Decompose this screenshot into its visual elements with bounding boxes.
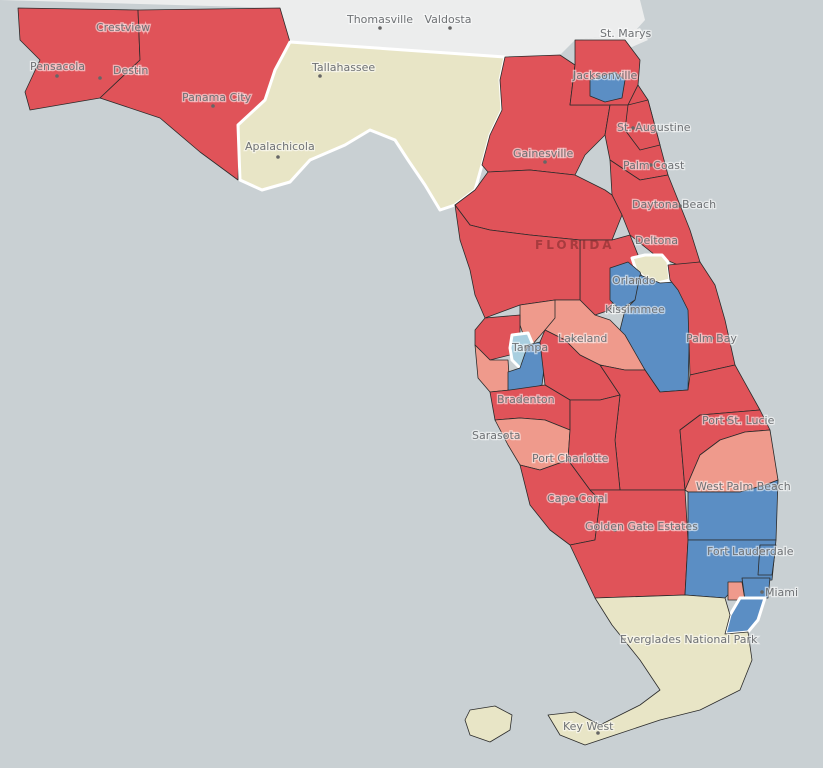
label-tallahassee: Tallahassee (311, 61, 375, 74)
label-kissimmee: Kissimmee (605, 303, 665, 316)
label-sarasota: Sarasota (472, 429, 521, 442)
label-lakeland: Lakeland (558, 332, 607, 345)
label-orlando: Orlando (612, 274, 656, 287)
label-everglades: Everglades National Park (620, 633, 758, 646)
label-valdosta: Valdosta (425, 13, 472, 26)
district-jax-beach[interactable] (624, 99, 661, 151)
label-west-palm-beach: West Palm Beach (696, 480, 791, 493)
district-everglades-keys[interactable] (547, 594, 753, 746)
label-thomasville: Thomasville (346, 13, 413, 26)
label-port-charlotte: Port Charlotte (532, 452, 609, 465)
label-palm-coast: Palm Coast (623, 159, 685, 172)
label-daytona-beach: Daytona Beach (632, 198, 716, 211)
label-gainesville: Gainesville (513, 147, 573, 160)
district-miami-dem-north[interactable] (741, 577, 771, 601)
label-apalachicola: Apalachicola (245, 140, 315, 153)
label-st-marys: St. Marys (600, 27, 652, 40)
label-key-west: Key West (563, 720, 614, 733)
label-destin: Destin (113, 64, 148, 77)
label-palm-bay: Palm Bay (686, 332, 737, 345)
label-panama-city: Panama City (182, 91, 252, 104)
label-fort-lauderdale: Fort Lauderdale (707, 545, 794, 558)
label-port-st-lucie: Port St. Lucie (702, 414, 775, 427)
neighboring-land (0, 0, 645, 57)
label-cape-coral: Cape Coral (547, 492, 607, 505)
label-deltona: Deltona (635, 234, 678, 247)
district-jacksonville-dem[interactable] (589, 71, 626, 103)
city-markers (55, 26, 777, 735)
label-miami: Miami (765, 586, 798, 599)
label-crestview: Crestview (96, 21, 150, 34)
map-labels: Thomasville Valdosta St. Marys Crestview… (29, 12, 800, 735)
label-pensacola: Pensacola (30, 60, 85, 73)
district-dry-tortugas[interactable] (464, 705, 513, 743)
label-bradenton: Bradenton (497, 393, 555, 406)
label-st-augustine: St. Augustine (617, 121, 691, 134)
label-golden-gate-estates: Golden Gate Estates (585, 520, 698, 533)
label-tampa: Tampa (511, 341, 548, 354)
label-jacksonville: Jacksonville (572, 69, 638, 82)
label-state-florida: FLORIDA (535, 238, 615, 252)
